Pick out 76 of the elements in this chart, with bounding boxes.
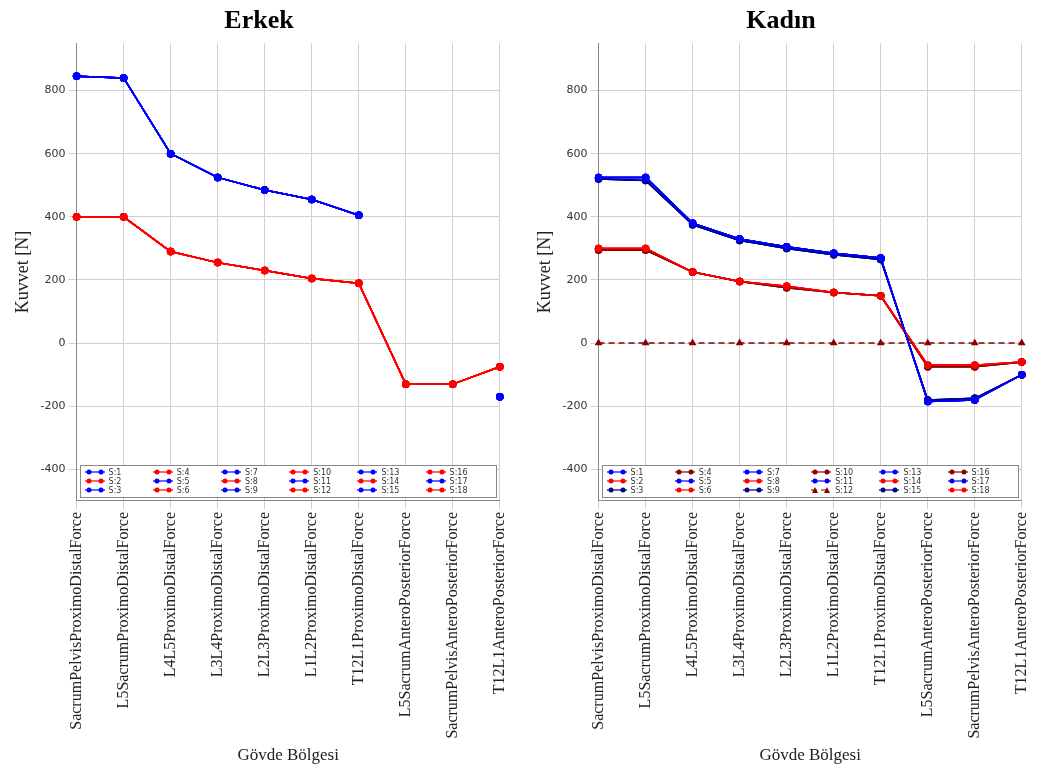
y-tick-label: 600 — [44, 146, 66, 160]
x-tick-label: T12L1ProximoDistalForce — [348, 511, 366, 686]
y-tick-label: 200 — [44, 272, 66, 286]
legend-label: S:1 — [108, 467, 122, 477]
legend-label: S:1 — [630, 467, 644, 477]
legend-label: S:12 — [313, 485, 332, 495]
x-tick-label: SacrumPelvisAnteroPosteriorForce — [442, 511, 460, 739]
x-tick-label: L5SacrumAnteroPosteriorForce — [395, 511, 413, 718]
y-tick-label: 400 — [566, 209, 588, 223]
legend-label: S:18 — [449, 485, 468, 495]
legend-label: S:17 — [449, 476, 468, 486]
x-tick-label: T12L1ProximoDistalForce — [870, 511, 888, 686]
y-tick-label: -200 — [562, 399, 588, 413]
legend-label: S:13 — [903, 467, 922, 477]
y-tick-label: 0 — [58, 335, 66, 349]
legend-label: S:6 — [698, 485, 712, 495]
y-tick-label: 200 — [566, 272, 588, 286]
legend-label: S:5 — [176, 476, 190, 486]
y-tick-label: -200 — [40, 399, 66, 413]
legend-label: S:18 — [971, 485, 990, 495]
y-tick-label: 0 — [580, 335, 588, 349]
chart-title: Kadın — [746, 5, 817, 35]
x-axis-title: Gövde Bölgesi — [237, 745, 340, 765]
legend-label: S:13 — [381, 467, 400, 477]
legend-label: S:9 — [244, 485, 258, 495]
legend-label: S:15 — [381, 485, 400, 495]
x-tick-label: L2L3ProximoDistalForce — [776, 511, 794, 678]
y-tick-label: 800 — [44, 83, 66, 97]
legend-label: S:15 — [903, 485, 922, 495]
x-tick-label: L1L2ProximoDistalForce — [823, 511, 841, 678]
x-tick-label: T12L1AnteroPosteriorForce — [1012, 511, 1029, 695]
legend-label: S:7 — [244, 467, 258, 477]
legend-label: S:11 — [835, 476, 854, 486]
x-tick-label: L2L3ProximoDistalForce — [254, 511, 272, 678]
x-tick-label: T12L1AnteroPosteriorForce — [490, 511, 507, 695]
x-tick-label: L5SacrumProximoDistalForce — [113, 511, 131, 709]
legend-label: S:8 — [766, 476, 780, 486]
legend-label: S:11 — [313, 476, 332, 486]
legend-label: S:16 — [449, 467, 468, 477]
x-tick-label: SacrumPelvisAnteroPosteriorForce — [964, 511, 982, 739]
x-tick-label: L3L4ProximoDistalForce — [207, 511, 225, 678]
x-tick-label: L4L5ProximoDistalForce — [682, 511, 700, 678]
legend-label: S:17 — [971, 476, 990, 486]
legend-label: S:16 — [971, 467, 990, 477]
legend-label: S:3 — [630, 485, 644, 495]
x-tick-label: L3L4ProximoDistalForce — [729, 511, 747, 678]
y-tick-label: 600 — [566, 146, 588, 160]
legend-label: S:8 — [244, 476, 258, 486]
x-tick-label: L5SacrumAnteroPosteriorForce — [917, 511, 935, 718]
legend-label: S:10 — [835, 467, 854, 477]
y-axis-title: Kuvvet [N] — [11, 230, 32, 314]
x-tick-label: L5SacrumProximoDistalForce — [635, 511, 653, 709]
legend-label: S:10 — [313, 467, 332, 477]
y-tick-label: 800 — [566, 83, 588, 97]
y-tick-label: 400 — [44, 209, 66, 223]
y-tick-label: -400 — [40, 462, 66, 476]
legend-label: S:2 — [108, 476, 122, 486]
chart-title: Erkek — [224, 5, 295, 35]
legend-label: S:14 — [381, 476, 400, 486]
x-tick-label: L1L2ProximoDistalForce — [301, 511, 319, 678]
legend-label: S:4 — [176, 467, 190, 477]
legend-label: S:14 — [903, 476, 922, 486]
legend-label: S:12 — [835, 485, 854, 495]
legend-label: S:9 — [766, 485, 780, 495]
legend-label: S:7 — [766, 467, 780, 477]
legend-label: S:4 — [698, 467, 712, 477]
y-tick-label: -400 — [562, 462, 588, 476]
legend-label: S:5 — [698, 476, 712, 486]
legend-label: S:6 — [176, 485, 190, 495]
x-tick-label: SacrumPelvisProximoDistalForce — [588, 511, 606, 730]
y-axis-title: Kuvvet [N] — [533, 230, 554, 314]
x-axis-title: Gövde Bölgesi — [759, 745, 862, 765]
x-tick-label: SacrumPelvisProximoDistalForce — [66, 511, 84, 730]
x-tick-label: L4L5ProximoDistalForce — [160, 511, 178, 678]
legend-label: S:3 — [108, 485, 122, 495]
legend-label: S:2 — [630, 476, 644, 486]
